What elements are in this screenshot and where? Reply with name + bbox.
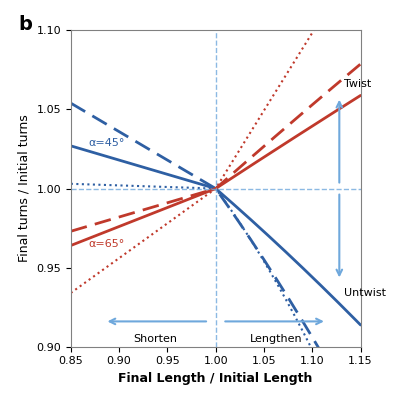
X-axis label: Final Length / Initial Length: Final Length / Initial Length [118, 372, 313, 385]
Text: b: b [19, 14, 32, 34]
Text: Lengthen: Lengthen [250, 334, 303, 344]
Text: Twist: Twist [344, 79, 371, 89]
Text: α=65°: α=65° [88, 239, 124, 249]
Text: Untwist: Untwist [344, 288, 386, 298]
Text: α=45°: α=45° [88, 138, 124, 148]
Text: Shorten: Shorten [133, 334, 177, 344]
Y-axis label: Final turns / Initial turns: Final turns / Initial turns [18, 115, 31, 262]
